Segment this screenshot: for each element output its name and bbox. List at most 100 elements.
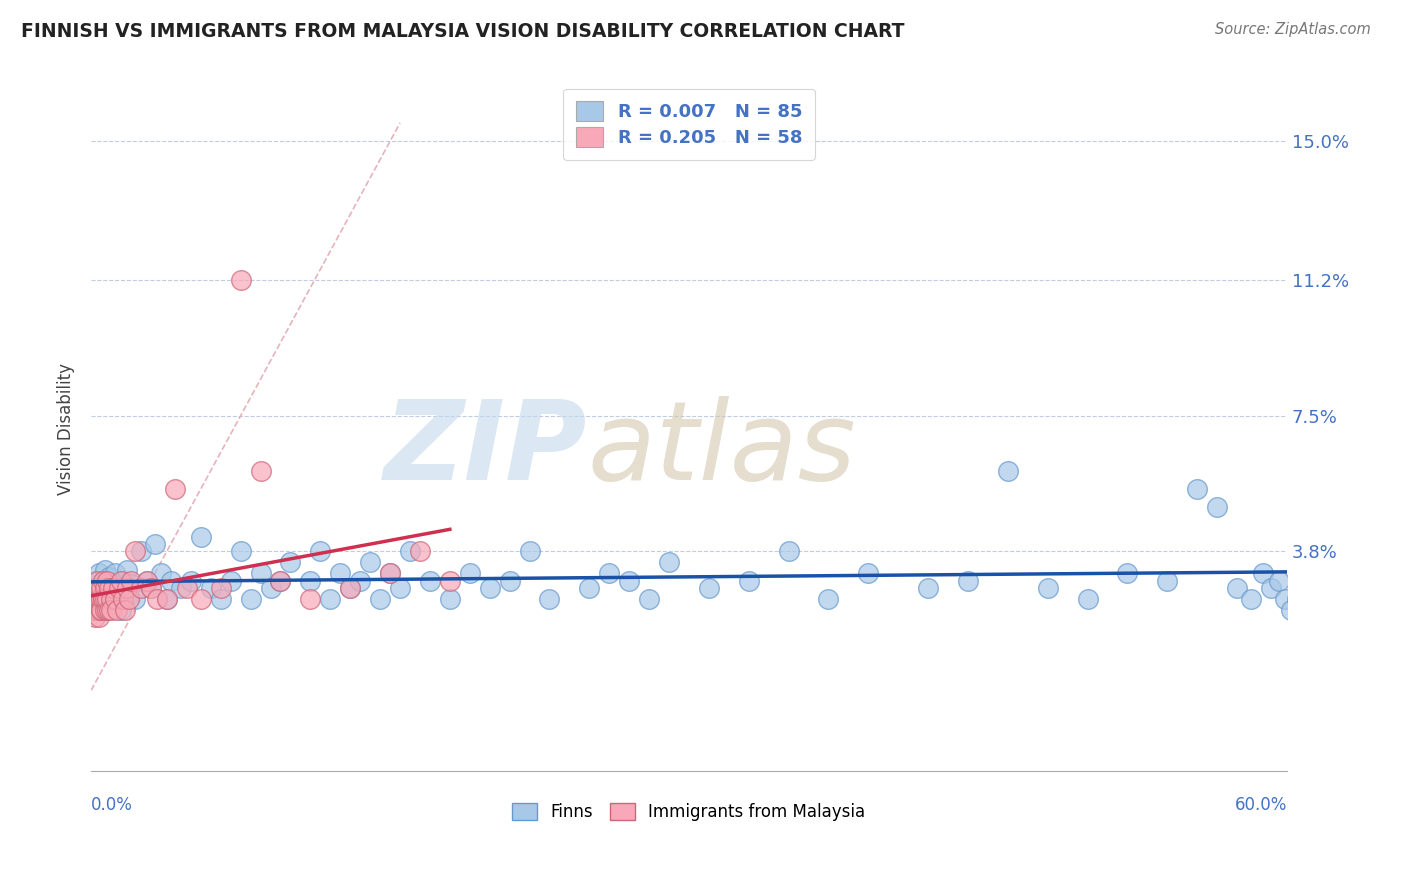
Point xyxy=(1116,566,1139,581)
Point xyxy=(90,603,112,617)
Point xyxy=(269,574,291,588)
Point xyxy=(96,603,118,617)
Point xyxy=(1285,591,1308,606)
Point xyxy=(115,581,138,595)
Point xyxy=(100,581,122,595)
Point xyxy=(378,566,401,581)
Point xyxy=(89,581,111,595)
Point xyxy=(90,584,112,599)
Point xyxy=(1226,581,1249,595)
Point xyxy=(89,610,111,624)
Point xyxy=(349,574,371,588)
Point xyxy=(478,581,501,595)
Point xyxy=(378,566,401,581)
Point xyxy=(1260,581,1282,595)
Point xyxy=(114,581,136,595)
Point xyxy=(697,581,720,595)
Point xyxy=(82,603,104,617)
Point xyxy=(124,591,146,606)
Point xyxy=(269,574,291,588)
Point xyxy=(105,603,128,617)
Point xyxy=(368,591,391,606)
Point xyxy=(219,574,242,588)
Point xyxy=(100,591,122,606)
Point xyxy=(1185,482,1208,496)
Point xyxy=(163,482,186,496)
Text: Source: ZipAtlas.com: Source: ZipAtlas.com xyxy=(1215,22,1371,37)
Point xyxy=(956,574,979,588)
Legend: R = 0.007   N = 85, R = 0.205   N = 58: R = 0.007 N = 85, R = 0.205 N = 58 xyxy=(564,88,814,160)
Text: FINNISH VS IMMIGRANTS FROM MALAYSIA VISION DISABILITY CORRELATION CHART: FINNISH VS IMMIGRANTS FROM MALAYSIA VISI… xyxy=(21,22,904,41)
Point xyxy=(120,574,142,588)
Point xyxy=(638,591,661,606)
Point xyxy=(1156,574,1178,588)
Point xyxy=(108,581,131,595)
Point xyxy=(94,603,117,617)
Point xyxy=(96,591,118,606)
Point xyxy=(409,544,432,558)
Point xyxy=(1077,591,1099,606)
Point xyxy=(84,581,107,595)
Point xyxy=(110,574,132,588)
Point xyxy=(139,581,162,595)
Point xyxy=(91,574,114,588)
Point xyxy=(1274,591,1296,606)
Point xyxy=(160,574,183,588)
Point xyxy=(86,591,108,606)
Point xyxy=(1268,574,1291,588)
Point xyxy=(399,544,422,558)
Point xyxy=(84,610,107,624)
Point xyxy=(120,577,142,591)
Point xyxy=(280,555,302,569)
Point xyxy=(101,591,124,606)
Point xyxy=(249,464,271,478)
Point xyxy=(1251,566,1274,581)
Point xyxy=(86,591,108,606)
Point xyxy=(82,591,104,606)
Point xyxy=(100,603,122,617)
Point xyxy=(108,577,131,591)
Point xyxy=(91,591,114,606)
Point xyxy=(156,591,179,606)
Point xyxy=(86,591,108,606)
Point xyxy=(136,574,159,588)
Point xyxy=(229,544,252,558)
Point xyxy=(339,581,361,595)
Point xyxy=(90,591,112,606)
Point xyxy=(91,591,114,606)
Point xyxy=(86,603,108,617)
Point xyxy=(118,591,141,606)
Text: atlas: atlas xyxy=(588,396,856,502)
Point xyxy=(110,603,132,617)
Point xyxy=(1240,591,1263,606)
Point xyxy=(82,581,104,595)
Point xyxy=(98,570,121,584)
Point xyxy=(84,603,107,617)
Point xyxy=(229,273,252,287)
Point xyxy=(149,566,172,581)
Point xyxy=(359,555,381,569)
Point xyxy=(176,581,198,595)
Point xyxy=(146,591,169,606)
Point xyxy=(98,581,121,595)
Point xyxy=(170,581,193,595)
Point xyxy=(249,566,271,581)
Point xyxy=(439,591,461,606)
Point xyxy=(129,544,152,558)
Point xyxy=(94,591,117,606)
Point xyxy=(299,574,322,588)
Point xyxy=(1279,603,1302,617)
Point xyxy=(84,574,107,588)
Text: 60.0%: 60.0% xyxy=(1234,797,1286,814)
Point xyxy=(90,581,112,595)
Point xyxy=(858,566,880,581)
Point xyxy=(129,581,152,595)
Y-axis label: Vision Disability: Vision Disability xyxy=(58,363,75,494)
Point xyxy=(139,581,162,595)
Point xyxy=(239,591,262,606)
Point xyxy=(112,591,135,606)
Point xyxy=(114,603,136,617)
Point xyxy=(578,581,600,595)
Point xyxy=(156,591,179,606)
Point xyxy=(658,555,681,569)
